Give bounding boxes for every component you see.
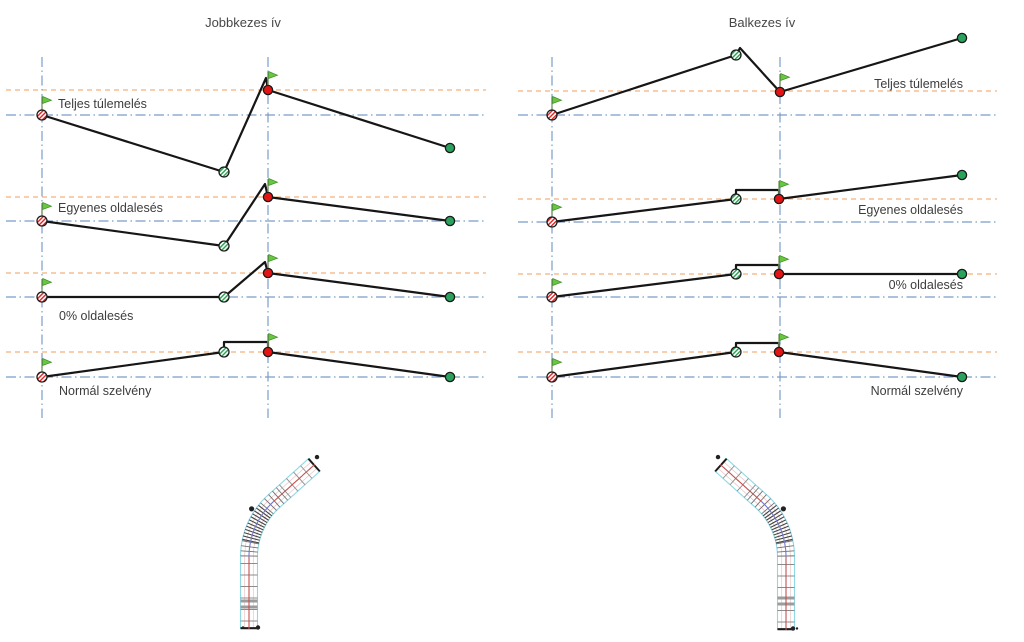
row-label: Egyenes oldalesés bbox=[858, 203, 963, 217]
superelevation-profile-line bbox=[40, 182, 452, 248]
left-panel-title: Jobbkezes ív bbox=[205, 15, 281, 30]
superelevation-profile-line bbox=[40, 76, 452, 174]
plan-view-layer bbox=[239, 454, 799, 631]
full-super-point bbox=[773, 268, 785, 280]
row-label: Teljes túlemelés bbox=[58, 97, 147, 111]
full-super-point bbox=[773, 346, 785, 358]
station-label-mark bbox=[715, 454, 721, 460]
station-label-mark bbox=[780, 506, 787, 512]
intermediate-break-point bbox=[730, 346, 742, 358]
full-super-point bbox=[262, 267, 274, 279]
superelevation-profile-line bbox=[550, 173, 964, 224]
row-label: Normál szelvény bbox=[59, 384, 152, 398]
superelevation-profile-line bbox=[550, 341, 964, 379]
road-edge-line bbox=[256, 470, 321, 629]
start-transition-point bbox=[36, 291, 48, 303]
superelevation-profile-line bbox=[40, 340, 452, 379]
panel-left-hand-curve: Teljes túlemelés Egyenes oldalesés 0% olda… bbox=[518, 32, 997, 418]
start-transition-point bbox=[546, 291, 558, 303]
intermediate-break-point bbox=[218, 166, 230, 178]
row-label: Normál szelvény bbox=[871, 384, 964, 398]
centerline-tangent bbox=[273, 464, 316, 502]
road-edge-line bbox=[714, 470, 779, 630]
row-label: 0% oldalesés bbox=[59, 309, 133, 323]
full-super-point bbox=[262, 84, 274, 96]
superelevation-profile-line bbox=[40, 260, 452, 299]
superelevation-profile-line bbox=[550, 36, 964, 117]
row-label: 0% oldalesés bbox=[889, 278, 963, 292]
start-transition-point bbox=[546, 109, 558, 121]
start-transition-point bbox=[546, 371, 558, 383]
full-super-point bbox=[262, 346, 274, 358]
end-point bbox=[444, 371, 456, 383]
station-label-mark bbox=[314, 454, 320, 460]
start-transition-point bbox=[36, 215, 48, 227]
intermediate-break-point bbox=[730, 49, 742, 61]
intermediate-break-point bbox=[218, 291, 230, 303]
intermediate-break-point bbox=[218, 346, 230, 358]
end-point bbox=[444, 215, 456, 227]
centerline-arc bbox=[248, 500, 275, 557]
road-plan-right bbox=[714, 454, 799, 631]
end-point bbox=[444, 142, 456, 154]
lane-line bbox=[244, 461, 313, 629]
station-label-mark bbox=[790, 626, 796, 631]
intermediate-break-point bbox=[730, 193, 742, 205]
profile-panels-layer: Teljes túlemelés Egyenes oldalesés 0% olda… bbox=[6, 32, 997, 418]
road-edge-line bbox=[239, 457, 310, 629]
panel-right-hand-curve: Teljes túlemelés Egyenes oldalesés 0% olda… bbox=[6, 57, 486, 418]
start-transition-point bbox=[546, 216, 558, 228]
start-transition-point bbox=[36, 371, 48, 383]
right-panel-title: Balkezes ív bbox=[729, 15, 796, 30]
centerline-tangent bbox=[719, 464, 762, 502]
end-point bbox=[956, 169, 968, 181]
start-transition-point bbox=[36, 109, 48, 121]
station-label-mark bbox=[255, 625, 261, 630]
row-label: Egyenes oldalesés bbox=[58, 201, 163, 215]
full-super-point bbox=[773, 193, 785, 205]
full-super-point bbox=[262, 191, 274, 203]
station-label-mark bbox=[795, 627, 799, 630]
station-label-mark bbox=[249, 506, 255, 512]
end-point bbox=[444, 291, 456, 303]
intermediate-break-point bbox=[218, 240, 230, 252]
end-point bbox=[956, 32, 968, 44]
superelevation-profile-line bbox=[550, 263, 964, 299]
centerline-arc bbox=[760, 500, 787, 557]
intermediate-break-point bbox=[730, 268, 742, 280]
station-label-mark bbox=[241, 626, 245, 629]
end-point bbox=[956, 371, 968, 383]
lane-line bbox=[252, 467, 318, 629]
full-super-point bbox=[774, 86, 786, 98]
row-label: Teljes túlemelés bbox=[874, 77, 963, 91]
road-plan-left bbox=[239, 454, 321, 630]
end-point bbox=[956, 268, 968, 280]
